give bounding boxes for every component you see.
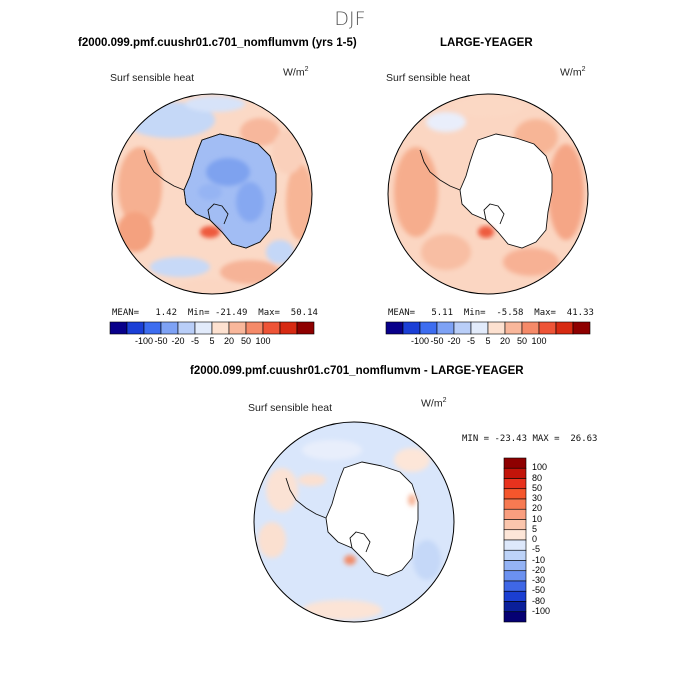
panel3-colorbar-tick-label: 10 [532, 513, 543, 524]
panel2-colorbar-tick-label: 20 [499, 336, 510, 346]
panel2-colorbar-tick-label: -50 [430, 336, 444, 346]
panel2-colorbar-box [487, 321, 506, 335]
panel1-colorbar-box [296, 321, 315, 335]
panel3-stats: MIN = -23.43 MAX = 26.63 [462, 434, 598, 444]
panel3-colorbar-box [503, 488, 527, 500]
panel3-colorbar-tick-label: 100 [532, 462, 548, 473]
panel1-colorbar [109, 321, 315, 335]
panel2-colorbar-box [385, 321, 404, 335]
panel1-colorbar-box [262, 321, 281, 335]
panel1-colorbar-box [279, 321, 298, 335]
panel2-field-label: Surf sensible heat [386, 72, 471, 84]
panel3-title: f2000.099.pmf.cuushr01.c701_nomflumvm - … [190, 365, 524, 377]
panel3-colorbar [503, 457, 527, 623]
panel1-map-border [111, 93, 313, 295]
panel1-stats: MEAN= 1.42 Min= -21.49 Max= 50.14 [112, 308, 318, 318]
panel1-colorbar-box [109, 321, 128, 335]
panel3-colorbar-tick-label: -30 [532, 575, 546, 585]
panel2-colorbar-tick-label: 100 [531, 336, 547, 346]
panel3-map [253, 421, 455, 623]
panel2-colorbar-tick-label: 5 [485, 336, 491, 346]
panel3-colorbar-tick-label: -5 [532, 544, 541, 555]
panel2-colorbar-box [402, 321, 421, 335]
panel3-colorbar-tick-label: -20 [532, 564, 546, 575]
panel1-colorbar-box [143, 321, 162, 335]
panel3-antarctica [325, 461, 419, 577]
panel2-colorbar-box [538, 321, 557, 335]
panel3-colorbar-tick-label: 80 [532, 472, 543, 483]
panel2-colorbar-box [419, 321, 438, 335]
panel3-colorbar-tick-label: -50 [532, 585, 546, 596]
panel3-field-label: Surf sensible heat [248, 402, 333, 414]
panel2-colorbar-ticks: -100 -50 -20 -5 5 20 50 100 [386, 336, 590, 348]
panel2-map-border [387, 93, 589, 295]
panel3-colorbar-box [503, 529, 527, 541]
panel3-colorbar-box [503, 580, 527, 592]
panel1-field-label: Surf sensible heat [110, 72, 195, 84]
panel1-colorbar-box [194, 321, 213, 335]
panel1-title: f2000.099.pmf.cuushr01.c701_nomflumvm (y… [78, 37, 357, 49]
panel2-title: LARGE-YEAGER [440, 37, 533, 49]
panel3-colorbar-ticks: 100 80 50 30 20 10 5 0 -5 -10 -20 -30 -50 -80 -100 [532, 458, 572, 628]
panel1-colorbar-box [160, 321, 179, 335]
panel2-colorbar-box [555, 321, 574, 335]
panel1-colorbar-tick-label: 5 [209, 336, 215, 346]
panel2-colorbar-box [504, 321, 523, 335]
panel3-colorbar-tick-label: 50 [532, 482, 543, 493]
panel3-colorbar-box [503, 539, 527, 551]
panel2-colorbar-tick-label: 50 [516, 336, 527, 346]
panel1-colorbar-tick-label: -50 [154, 336, 168, 346]
panel3-colorbar-tick-label: -80 [532, 595, 546, 606]
panel1-colorbar-tick-label: -100 [134, 336, 153, 346]
panel2-stats: MEAN= 5.11 Min= -5.58 Max= 41.33 [388, 308, 594, 318]
panel2-colorbar-box [470, 321, 489, 335]
panel1-colorbar-box [211, 321, 230, 335]
panel1-colorbar-ticks: -100 -50 -20 -5 5 20 50 100 [110, 336, 314, 348]
panel3-colorbar-box [503, 601, 527, 613]
panel3-colorbar-box [503, 519, 527, 531]
panel3-colorbar-tick-label: 5 [532, 523, 538, 534]
panel2-colorbar-box [521, 321, 540, 335]
panel3-map-border [253, 421, 455, 623]
panel1-colorbar-tick-label: 50 [240, 336, 251, 346]
panel3-colorbar-box [503, 611, 527, 623]
panel3-colorbar-box [503, 498, 527, 510]
panel3-colorbar-box [503, 467, 527, 479]
panel3-colorbar-box [503, 549, 527, 561]
panel1-peninsula [143, 149, 185, 191]
panel2-colorbar-box [453, 321, 472, 335]
panel1-colorbar-tick-label: 20 [223, 336, 234, 346]
panel1-colorbar-tick-label: -20 [171, 336, 185, 346]
panel2-map [387, 93, 589, 295]
panel1-map [111, 93, 313, 295]
panel3-colorbar-box [503, 508, 527, 520]
panel2-units: W/m2 [560, 66, 586, 79]
panel3-colorbar-box [503, 570, 527, 582]
panel1-colorbar-box [245, 321, 264, 335]
panel1-colorbar-box [177, 321, 196, 335]
panel1-colorbar-tick-label: 100 [255, 336, 271, 346]
panel2-colorbar-box [436, 321, 455, 335]
panel2-colorbar-box [572, 321, 591, 335]
panel3-colorbar-tick-label: -100 [532, 605, 551, 616]
panel3-colorbar-box [503, 457, 527, 469]
panel2-colorbar-tick-label: -100 [410, 336, 429, 346]
panel1-colorbar-box [228, 321, 247, 335]
panel3-colorbar-tick-label: -10 [532, 554, 546, 565]
panel1-units: W/m2 [283, 66, 309, 79]
panel1-colorbar-tick-label: -5 [190, 336, 199, 346]
panel2-colorbar [385, 321, 591, 335]
panel3-units: W/m2 [421, 397, 447, 410]
panel2-antarctica [459, 133, 553, 249]
panel3-colorbar-tick-label: 30 [532, 493, 543, 503]
panel1-colorbar-box [126, 321, 145, 335]
panel3-colorbar-box [503, 478, 527, 490]
season-title: DJF [334, 8, 366, 30]
panel2-colorbar-tick-label: -5 [466, 336, 475, 346]
panel3-colorbar-tick-label: 0 [532, 534, 538, 544]
panel3-colorbar-box [503, 590, 527, 602]
panel3-colorbar-box [503, 560, 527, 572]
panel2-colorbar-tick-label: -20 [447, 336, 461, 346]
panel3-colorbar-tick-label: 20 [532, 503, 543, 514]
